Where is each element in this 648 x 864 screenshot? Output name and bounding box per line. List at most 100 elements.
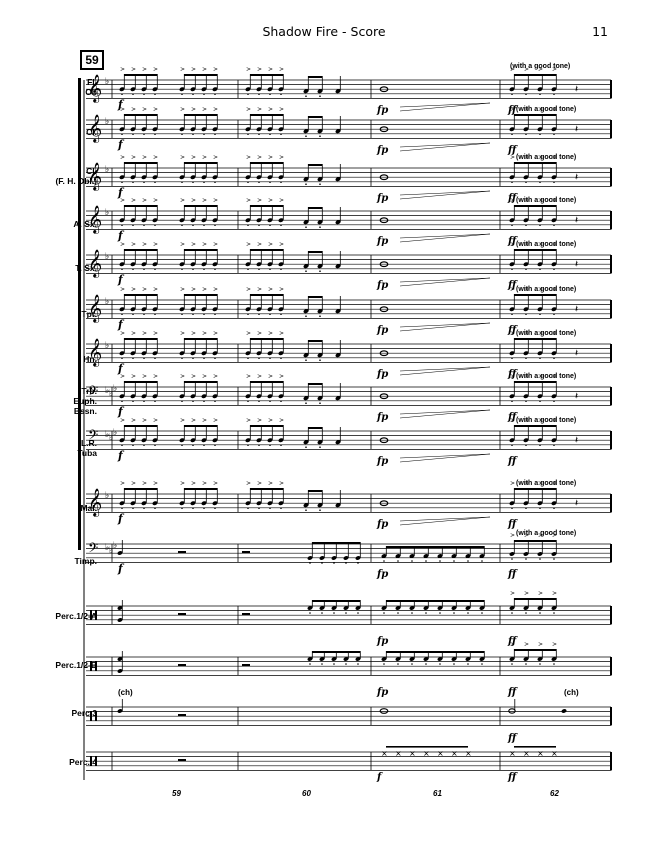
half-rest-icon [178,613,186,616]
dynamic-f: f [117,362,125,375]
bass-clef-icon: 𝄢 [88,383,98,402]
accent-mark: > [153,417,158,424]
note-head [465,657,471,661]
staccato-dot [511,558,513,560]
note-beam [184,488,218,490]
staccato-dot [154,224,156,226]
accent-mark: > [142,373,147,380]
accent-mark: > [552,286,557,293]
staccato-dot [143,181,145,183]
note-head [179,501,185,506]
note-head [190,175,196,180]
note-head [201,87,207,92]
note-head [245,307,251,312]
half-rest-icon [242,613,250,616]
dynamic-fp: fp [376,687,388,698]
note-head [537,127,543,132]
accent-mark: > [202,286,207,293]
staccato-dot [121,224,123,226]
staccato-dot [553,444,555,447]
percussion-clef-icon [95,756,97,766]
accent-mark: > [191,480,196,487]
perc-text: (ch) [118,688,133,697]
note-head [119,351,125,356]
accent-mark: > [538,286,543,293]
accent-mark: > [524,373,529,380]
staccato-dot [181,93,183,95]
note-head [119,87,125,92]
note-beam [308,427,323,429]
accent-mark: > [191,66,196,73]
staccato-dot [553,181,555,183]
staccato-dot [181,400,183,403]
accent-mark: > [202,154,207,161]
note-head [267,127,273,132]
note-beam [386,600,485,602]
note-head [355,556,361,560]
accent-mark: > [246,286,251,293]
dynamic-f: f [117,449,125,462]
note-head [245,87,251,92]
dynamic-fp: fp [376,280,388,291]
accent-mark: > [510,330,515,337]
staccato-dot [411,663,413,665]
staccato-dot [203,133,205,135]
note-head [179,175,185,180]
accent-mark: > [180,417,185,424]
accent-mark: > [191,197,196,204]
note-beam [250,381,284,383]
staccato-dot [121,133,123,135]
staccato-dot [154,357,156,360]
accent-mark: > [142,330,147,337]
whole-note [379,708,389,714]
accent-mark: > [257,286,262,293]
note-head [256,127,262,132]
x-note-head: × [409,749,416,758]
staccato-dot [192,268,194,271]
instrument-label-timpani: Timp. [74,556,97,566]
note-beam [124,488,158,490]
accent-mark: > [279,197,284,204]
note-head [509,175,515,180]
whole-note [379,261,389,268]
dynamic-ff: ff [507,687,518,698]
staccato-dot [305,509,307,512]
expression-text: (with a good tone) [516,373,576,380]
note-head [256,262,262,267]
accent-mark: > [524,641,529,648]
note-beam [184,294,218,296]
note-head [437,554,443,558]
note-head [317,89,323,94]
staccato-dot [280,357,282,360]
staccato-dot [247,357,249,360]
accent-mark: > [538,641,543,648]
note-head [343,606,349,610]
accent-mark: > [120,66,125,73]
accent-mark: > [524,330,529,337]
note-head [256,175,262,180]
note-head [381,657,387,661]
note-head [130,307,136,312]
note-head [409,554,415,558]
note-head [537,262,543,267]
note-beam [184,381,218,383]
note-head [335,89,341,94]
whole-note [379,217,389,224]
dynamic-f: f [117,98,125,111]
staccato-dot [481,612,483,614]
note-head [451,554,457,558]
accent-mark: > [268,106,273,113]
accent-mark: > [246,417,251,424]
staccato-dot [411,560,413,562]
accent-mark: > [213,66,218,73]
expression-text: (with a good tone) [516,154,576,161]
staccato-dot [269,313,271,316]
note-beam [514,205,557,207]
staccato-dot [258,357,260,360]
accent-mark: > [191,330,196,337]
dynamic-fp: fp [376,236,388,247]
note-head [523,394,529,399]
accent-mark: > [246,154,251,161]
staccato-dot [203,224,205,226]
staccato-dot [319,509,321,512]
